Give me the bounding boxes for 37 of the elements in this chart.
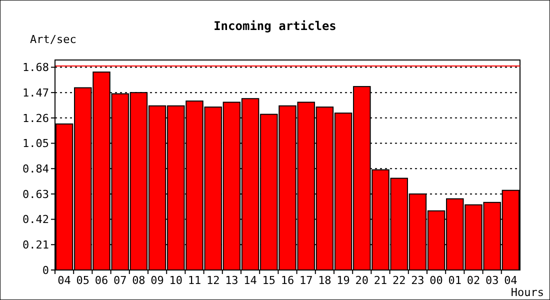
- x-tick-label: 03: [485, 274, 499, 287]
- x-tick-label: 05: [76, 274, 90, 287]
- x-tick-label: 01: [448, 274, 462, 287]
- x-tick-label: 21: [374, 274, 388, 287]
- y-tick-label: 1.47: [22, 86, 49, 100]
- y-axis-title: Art/sec: [30, 33, 76, 46]
- y-tick-label: 0: [42, 264, 49, 277]
- x-tick-label: 16: [280, 274, 294, 287]
- y-tick-label: 1.68: [22, 61, 49, 74]
- x-tick-label: 14: [244, 274, 258, 287]
- x-tick-label: 07: [113, 274, 127, 287]
- x-tick-label: 23: [411, 274, 424, 287]
- x-tick-label: 13: [225, 274, 238, 287]
- x-tick-label: 06: [94, 274, 108, 287]
- x-tick-label: 15: [262, 274, 276, 287]
- x-tick-label: 20: [355, 274, 369, 287]
- y-tick-label: 0.63: [22, 188, 49, 201]
- y-tick-label: 1.26: [22, 112, 49, 125]
- x-tick-label: 18: [318, 274, 332, 287]
- x-axis-title: Hours: [510, 286, 544, 299]
- x-tick-label: 12: [206, 274, 220, 287]
- x-tick-label: 02: [466, 274, 480, 287]
- y-tick-label: 1.05: [22, 137, 49, 150]
- y-tick-label: 0.42: [22, 213, 49, 226]
- x-tick-label: 19: [336, 274, 350, 287]
- x-tick-label: 00: [430, 274, 443, 287]
- x-tick-label: 08: [132, 274, 146, 287]
- x-tick-label: 17: [299, 274, 313, 287]
- y-tick-label: 0.84: [22, 162, 50, 176]
- x-tick-label: 04: [58, 274, 72, 287]
- x-tick-label: 10: [169, 274, 183, 287]
- x-tick-label: 04: [504, 274, 518, 287]
- x-tick-label: 11: [188, 274, 202, 287]
- x-tick-label: 09: [150, 274, 164, 287]
- y-tick-label: 0.21: [22, 238, 49, 252]
- chart-title: Incoming articles: [214, 19, 336, 33]
- x-tick-label: 22: [392, 274, 406, 287]
